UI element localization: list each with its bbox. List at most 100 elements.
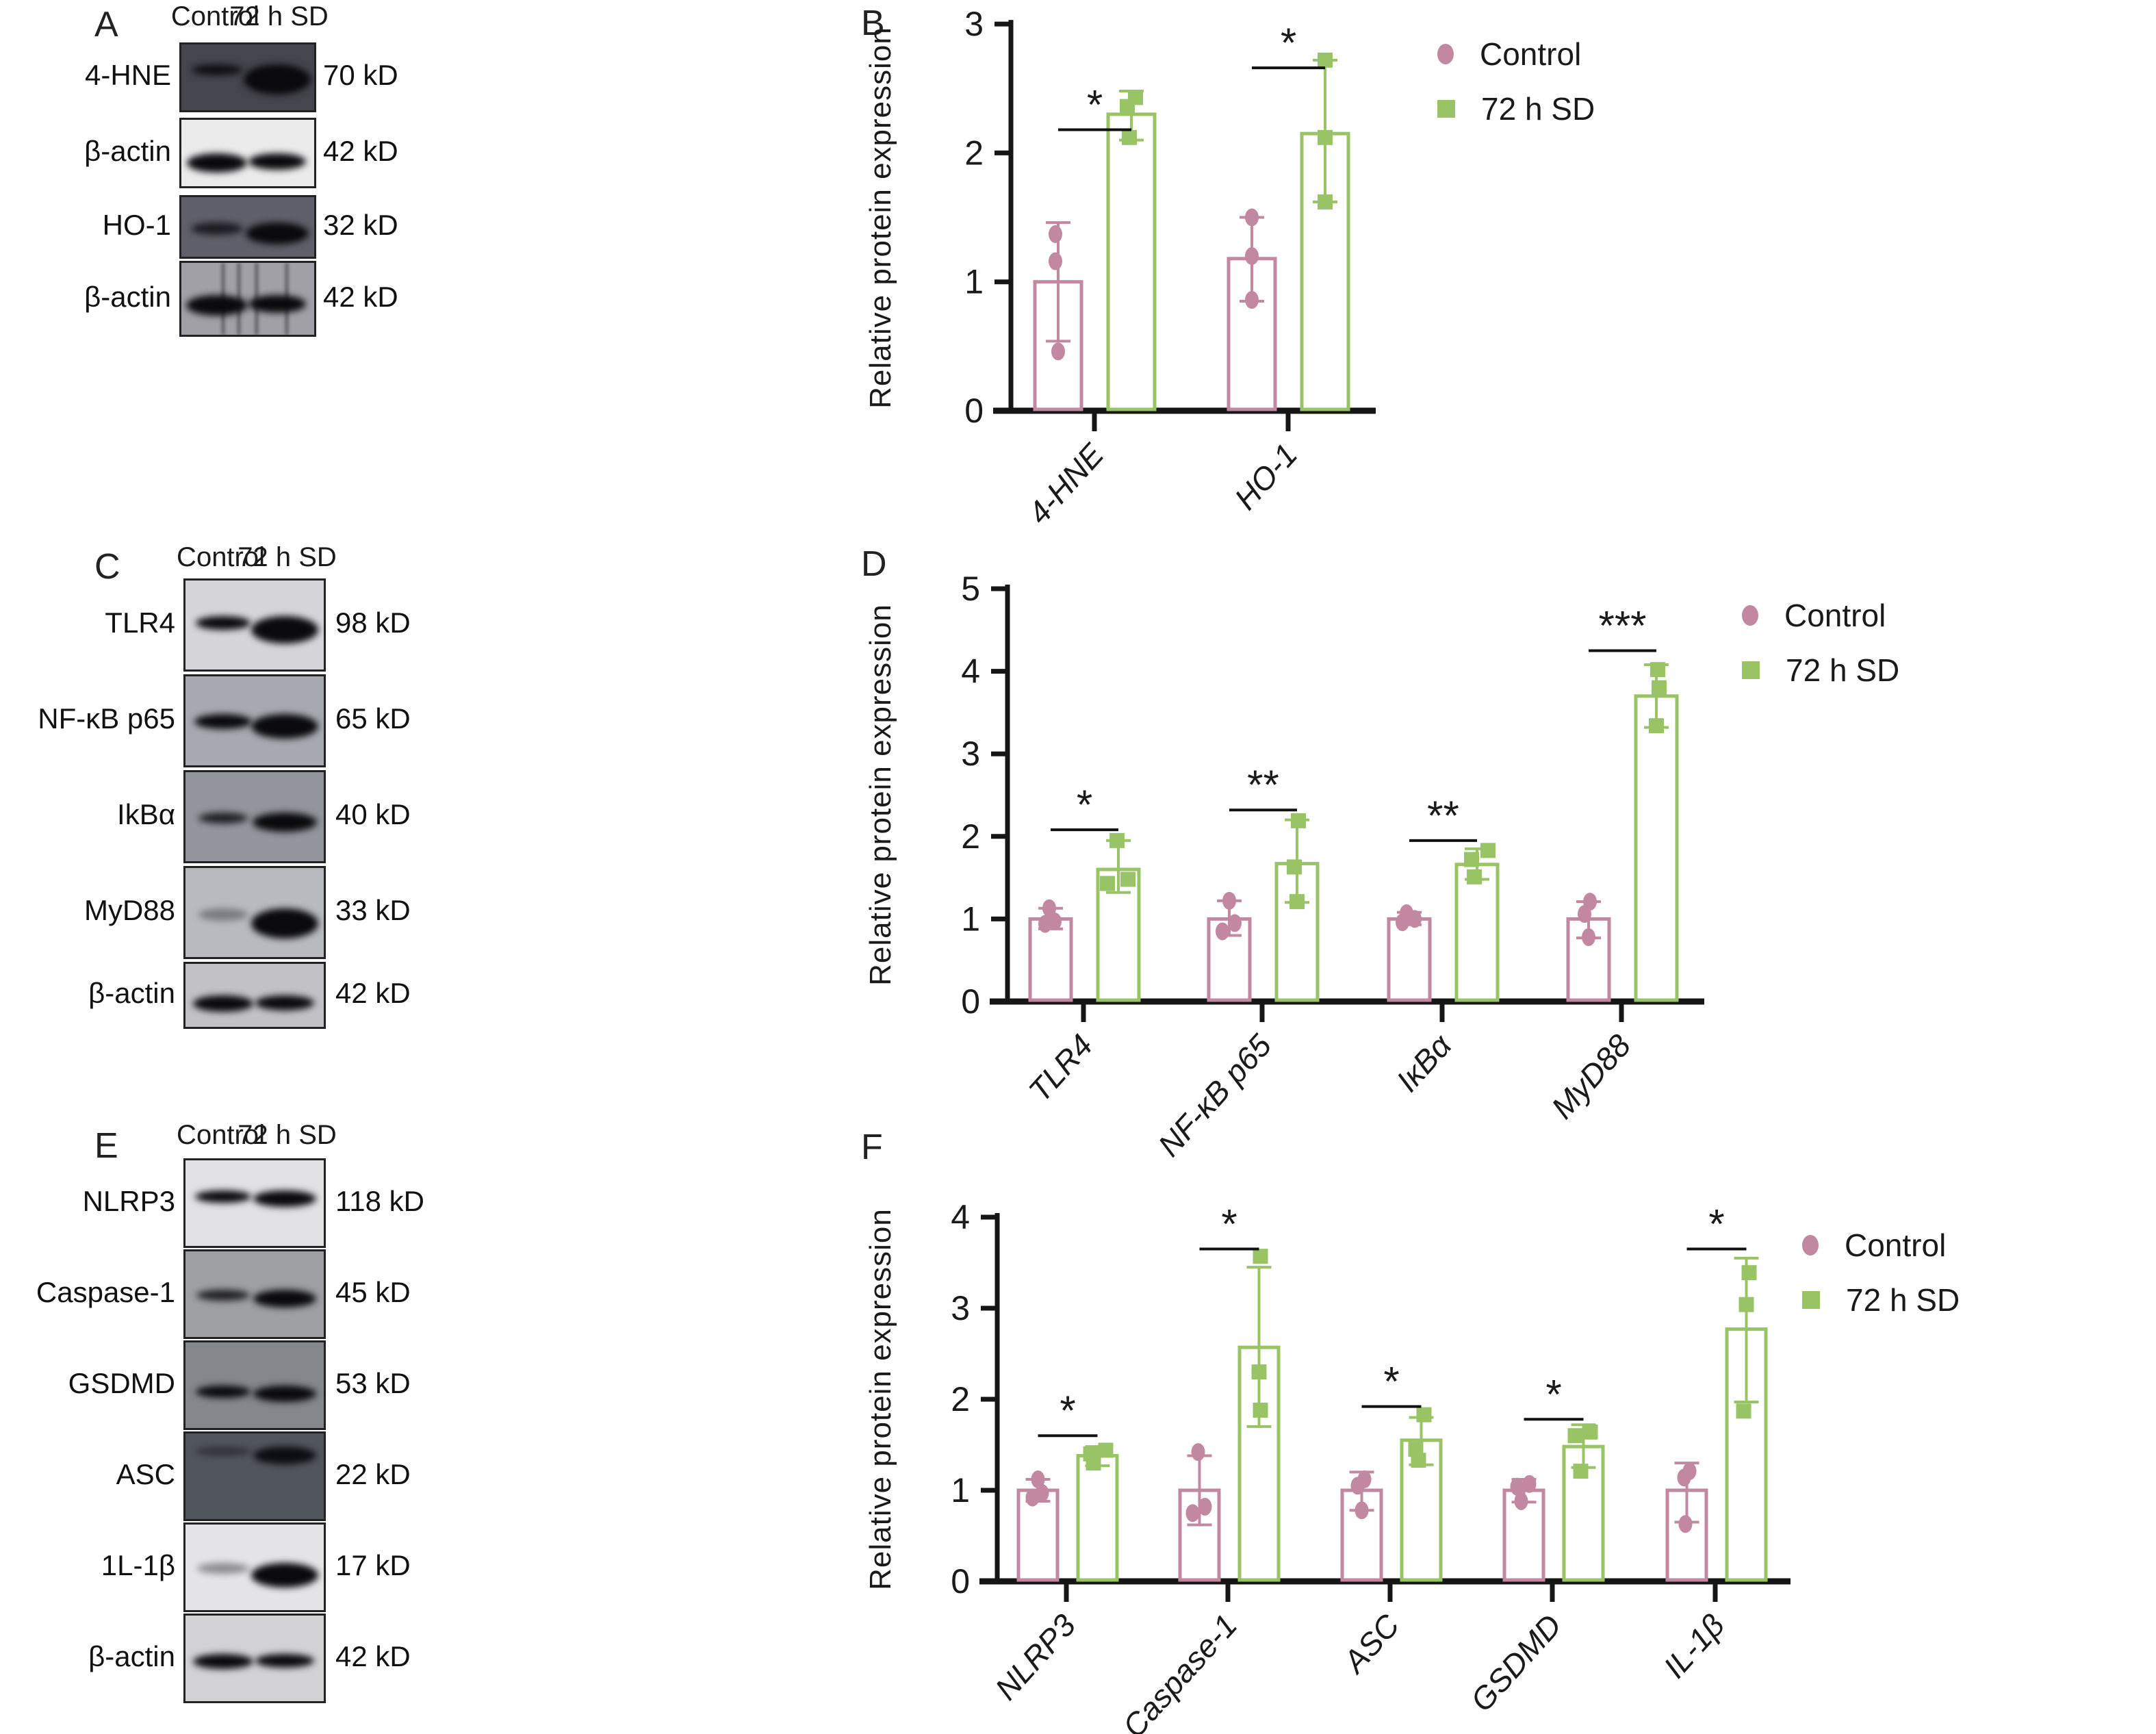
data-point-circle xyxy=(1198,1497,1212,1516)
bar-group-control-4-hne xyxy=(1033,221,1083,411)
sd-square-marker-icon xyxy=(1437,100,1455,118)
data-point-square xyxy=(1318,194,1333,209)
data-point-circle xyxy=(1222,891,1236,910)
molecular-weight-label: 53 kD xyxy=(335,1366,411,1399)
blot-image--actin xyxy=(183,962,326,1029)
y-tick-label: 0 xyxy=(961,982,980,1021)
bar-group-sd-nf-b-p65 xyxy=(1274,813,1320,1002)
protein-band-sd xyxy=(255,995,315,1010)
data-point-circle xyxy=(1048,913,1062,931)
data-point-circle xyxy=(1682,1462,1697,1481)
significance-asterisk: * xyxy=(1221,1201,1237,1247)
protein-label: β-actin xyxy=(88,977,175,1009)
protein-label: β-actin xyxy=(88,1640,175,1672)
blot-image-4-hne xyxy=(179,42,316,112)
sd-square-marker-icon xyxy=(1742,661,1760,679)
data-point-circle xyxy=(1049,225,1062,244)
y-axis-title: Relative protein expression xyxy=(864,604,897,986)
data-point-square xyxy=(1122,129,1137,145)
bar-group-sd-tlr4 xyxy=(1096,832,1141,1002)
lane-header-control: Control xyxy=(177,542,266,572)
data-point-square xyxy=(1289,894,1305,910)
protein-label: ASC xyxy=(116,1457,175,1490)
blot-image-1l-1- xyxy=(183,1522,326,1612)
data-point-square xyxy=(1408,1442,1424,1457)
legend-label-sd: 72 h SD xyxy=(1846,1282,1960,1318)
data-point-circle xyxy=(1678,1515,1693,1533)
x-category-label: IL-1β xyxy=(1656,1607,1731,1685)
protein-label: MyD88 xyxy=(84,894,175,926)
protein-band-control xyxy=(187,153,248,173)
bar xyxy=(1016,1488,1060,1582)
data-point-square xyxy=(1128,90,1143,105)
legend-row-control: Control xyxy=(1742,597,1899,634)
protein-label: IkBα xyxy=(117,798,175,830)
legend-panel-b: Control 72 h SD xyxy=(1437,36,1595,127)
protein-band-control xyxy=(195,1385,251,1398)
legend-panel-f: Control 72 h SD xyxy=(1802,1227,1960,1318)
x-category-label: HO-1 xyxy=(1227,437,1304,516)
data-point-square xyxy=(1098,1442,1114,1458)
data-point-square xyxy=(1649,718,1664,734)
data-point-circle xyxy=(1051,342,1065,361)
bar-group-sd-4-hne xyxy=(1106,90,1157,411)
data-point-square xyxy=(1100,876,1115,891)
bar-group-control-nf-b-p65 xyxy=(1207,891,1252,1002)
data-point-circle xyxy=(1228,914,1242,932)
protein-label: β-actin xyxy=(84,280,171,313)
protein-label: β-actin xyxy=(84,134,171,167)
legend-label-control: Control xyxy=(1784,598,1886,633)
y-tick-label: 2 xyxy=(961,817,980,856)
blot-image--actin xyxy=(183,1614,326,1703)
bar xyxy=(1028,917,1073,1002)
data-point-square xyxy=(1650,662,1665,678)
data-point-square xyxy=(1318,52,1333,68)
blot-image-myd88 xyxy=(183,866,326,959)
protein-band-control xyxy=(191,222,244,235)
data-point-square xyxy=(1738,1297,1754,1312)
molecular-weight-label: 42 kD xyxy=(323,134,398,167)
bar-group-sd-i-b- xyxy=(1454,843,1500,1002)
protein-band-sd xyxy=(243,64,311,94)
panel-letter-d: D xyxy=(861,544,887,584)
data-point-circle xyxy=(1245,208,1259,227)
legend-label-control: Control xyxy=(1480,36,1582,72)
bar-group-sd-nlrp3 xyxy=(1076,1442,1119,1582)
data-point-circle xyxy=(1049,252,1062,270)
data-point-square xyxy=(1416,1407,1432,1423)
blot-image-nf-b-p65 xyxy=(183,674,326,767)
bar-group-control-gsdmd xyxy=(1502,1475,1545,1582)
protein-band-sd xyxy=(255,1654,315,1668)
blot-image-asc xyxy=(183,1431,326,1521)
data-point-square xyxy=(1291,813,1306,828)
significance-asterisk: * xyxy=(1077,782,1092,828)
data-point-circle xyxy=(1035,1483,1049,1502)
y-tick-label: 1 xyxy=(964,263,984,301)
y-tick-label: 3 xyxy=(951,1289,970,1327)
protein-band-control xyxy=(196,1563,249,1574)
bar-group-sd-ho-1 xyxy=(1300,52,1350,411)
protein-band-control xyxy=(192,995,253,1012)
control-circle-marker-icon xyxy=(1437,44,1454,64)
legend-row-sd: 72 h SD xyxy=(1742,652,1899,689)
protein-band-control xyxy=(186,295,248,316)
protein-band-sd xyxy=(251,616,319,643)
protein-band-control xyxy=(192,1654,253,1670)
legend-label-sd: 72 h SD xyxy=(1481,91,1595,127)
y-tick-label: 5 xyxy=(961,570,980,608)
protein-band-sd xyxy=(253,812,318,832)
sd-square-marker-icon xyxy=(1802,1291,1820,1309)
data-point-square xyxy=(1120,871,1135,887)
blot-image-tlr4 xyxy=(183,578,326,672)
data-point-square xyxy=(1467,869,1482,884)
significance-asterisk: ** xyxy=(1427,793,1459,839)
bar-group-sd-caspase-1 xyxy=(1237,1249,1281,1582)
molecular-weight-label: 118 kD xyxy=(335,1184,424,1217)
blot-image-ikb- xyxy=(183,770,326,863)
molecular-weight-label: 42 kD xyxy=(335,977,411,1009)
blot-image-gsdmd xyxy=(183,1340,326,1430)
significance-asterisk: * xyxy=(1281,20,1296,66)
x-category-label: 4-HNE xyxy=(1021,436,1111,531)
protein-band-sd xyxy=(253,1290,317,1308)
